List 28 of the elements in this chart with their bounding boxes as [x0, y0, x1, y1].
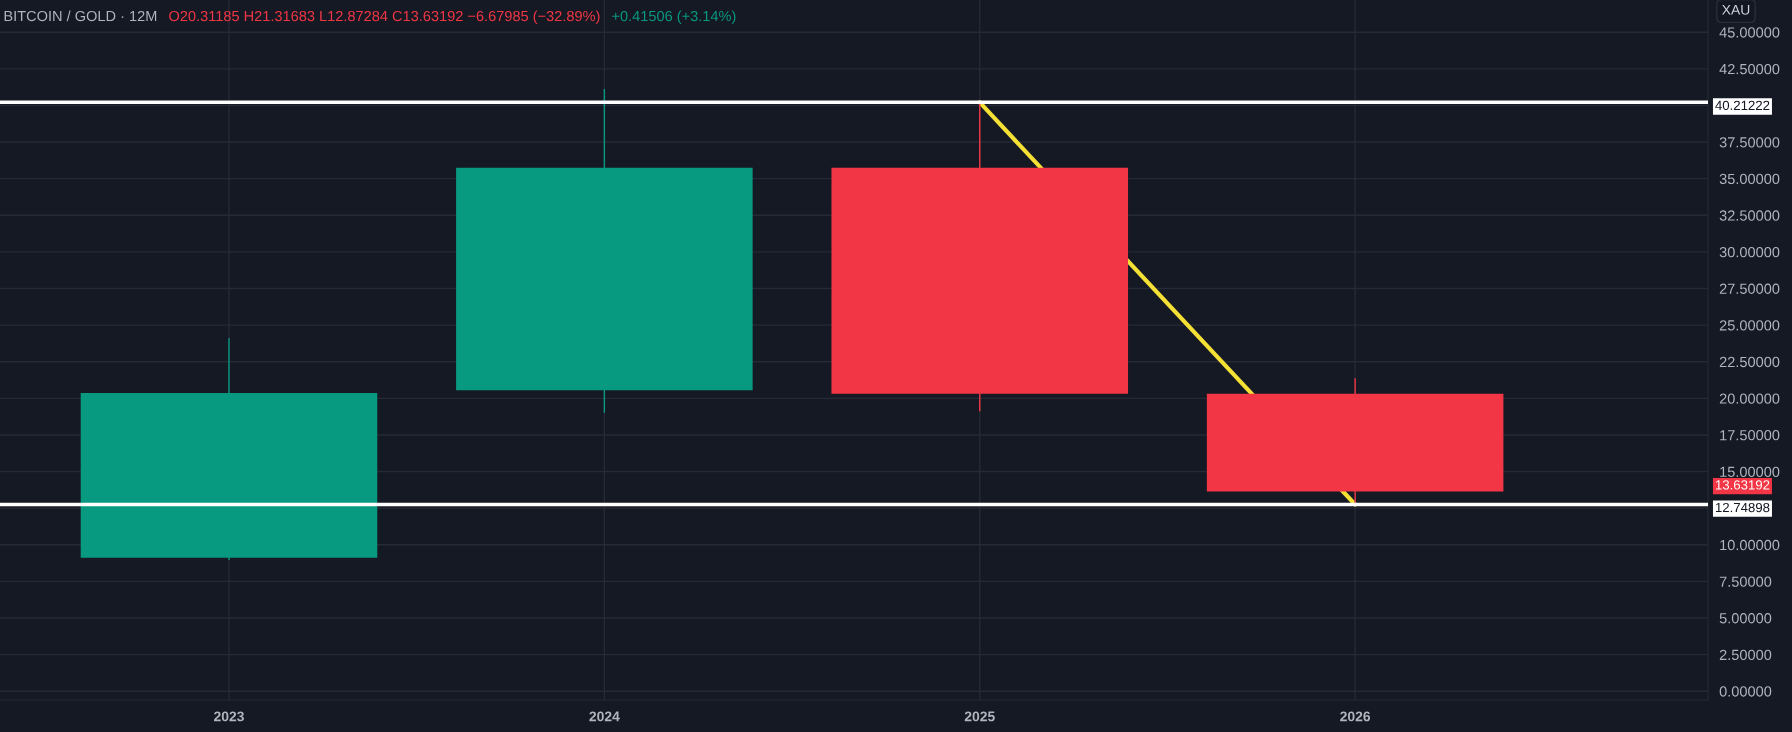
- y-tick-label: 0.00000: [1719, 686, 1772, 697]
- x-tick-label: 2023: [214, 711, 244, 722]
- annotation: +0.41506 (+3.14%): [612, 10, 736, 25]
- y-tick-label: 25.00000: [1719, 320, 1780, 331]
- y-tick-label: 20.00000: [1719, 393, 1780, 404]
- ref-line-label: 12.74898: [1715, 502, 1770, 513]
- text: BITCOIN / GOLD · 12M: [4, 10, 157, 22]
- y-tick-label: 35.00000: [1719, 173, 1780, 185]
- y-tick-label: 10.00000: [1720, 539, 1780, 551]
- y-tick-label: 27.50000: [1719, 283, 1780, 294]
- annotation: O20.31185 H21.31683 L12.87284 C13.63192 −6.67985 (−32.89%): [169, 10, 600, 25]
- y-tick-label: 32.50000: [1719, 210, 1780, 221]
- y-tick-label: 5.00000: [1719, 613, 1772, 624]
- x-tick-label: 2024: [589, 711, 620, 722]
- y-tick-label: 37.50000: [1719, 137, 1780, 148]
- y-axis-title: XAU: [1722, 5, 1750, 15]
- x-tick-label: 2025: [964, 711, 995, 722]
- y-tick-label: 2.50000: [1719, 649, 1772, 661]
- y-tick-label: 17.50000: [1720, 430, 1780, 441]
- y-tick-label: 30.00000: [1719, 246, 1780, 258]
- ref-line-label: 40.21222: [1715, 100, 1770, 111]
- y-tick-label: 7.50000: [1719, 576, 1772, 587]
- y-tick-label: 42.50000: [1719, 63, 1780, 75]
- y-tick-label: 15.00000: [1720, 466, 1780, 477]
- text: 13.63192: [1715, 480, 1770, 490]
- y-tick-label: 45.00000: [1719, 27, 1780, 38]
- x-tick-label: 2026: [1340, 711, 1371, 722]
- y-tick-label: 22.50000: [1719, 356, 1780, 368]
